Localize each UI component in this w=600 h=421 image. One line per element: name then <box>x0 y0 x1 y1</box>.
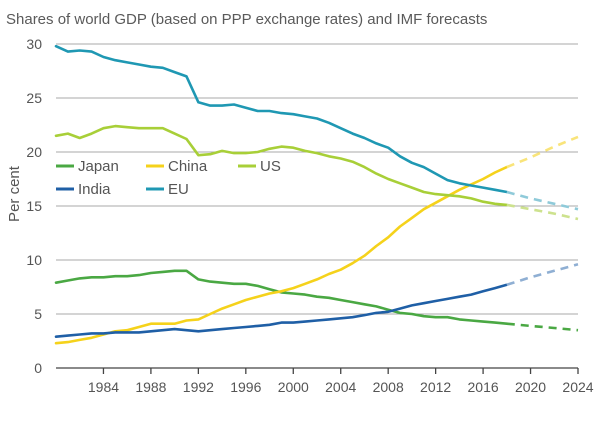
chart-title: Shares of world GDP (based on PPP exchan… <box>6 11 487 28</box>
legend-label-india: India <box>78 181 111 198</box>
x-tick-label: 2012 <box>420 379 451 395</box>
legend-label-us: US <box>260 158 281 175</box>
y-tick-label: 20 <box>26 144 42 160</box>
series-line-india <box>54 283 509 339</box>
y-tick-label: 0 <box>34 360 42 376</box>
series-line-eu <box>54 44 509 194</box>
y-axis-label: Per cent <box>6 165 23 222</box>
x-tick-label: 2008 <box>373 379 404 395</box>
y-tick-label: 25 <box>26 90 42 106</box>
forecast-line-eu <box>506 190 579 211</box>
y-tick-labels: 0 5 10 15 20 25 30 <box>26 36 42 376</box>
x-tick-label: 2000 <box>278 379 309 395</box>
series-line-china <box>54 165 509 345</box>
series-lines <box>54 44 579 345</box>
x-tick-label: 2024 <box>562 379 593 395</box>
y-tick-label: 15 <box>26 198 42 214</box>
y-tick-label: 5 <box>34 306 42 322</box>
x-tick-label: 1984 <box>88 379 119 395</box>
x-tick-label: 2016 <box>468 379 499 395</box>
y-tick-label: 30 <box>26 36 42 52</box>
legend: Japan China US India EU <box>56 158 281 198</box>
legend-label-eu: EU <box>168 181 189 198</box>
legend-label-china: China <box>168 158 208 175</box>
x-tick-label: 2004 <box>325 379 356 395</box>
legend-label-japan: Japan <box>78 158 119 175</box>
y-tick-label: 10 <box>26 252 42 268</box>
x-tick-label: 1988 <box>135 379 166 395</box>
forecast-line-india <box>506 263 579 287</box>
forecast-line-japan <box>506 322 579 332</box>
x-tick-labels: 1984 1988 1992 1996 2000 2004 2008 2012 2016 2020… <box>88 368 594 395</box>
series-line-japan <box>54 269 509 326</box>
x-tick-label: 1992 <box>183 379 214 395</box>
series-line-us <box>54 124 509 207</box>
forecast-line-us <box>506 203 579 221</box>
x-tick-label: 1996 <box>230 379 261 395</box>
x-tick-label: 2020 <box>515 379 546 395</box>
